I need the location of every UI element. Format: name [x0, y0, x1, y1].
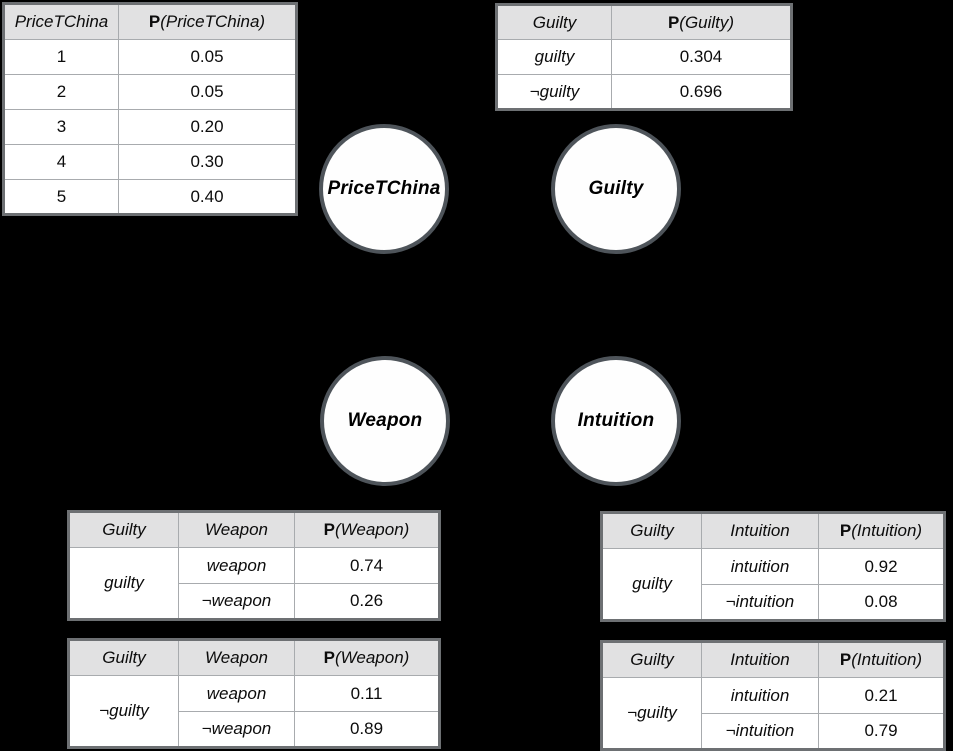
probability-arg: (Guilty) [679, 12, 735, 32]
value-cell: ¬guilty [496, 74, 612, 110]
probability-symbol: P [323, 648, 335, 667]
probability-symbol: P [667, 12, 680, 32]
prob-cell: 0.79 [818, 713, 945, 750]
prob-cell: 0.304 [611, 39, 792, 75]
table-header-cell: P(Guilty) [611, 4, 792, 40]
value-cell: ¬weapon [178, 711, 295, 748]
prob-cell: 0.696 [611, 74, 792, 110]
intuition-cpt-guilty-table: Guilty Intuition P(Intuition) guilty int… [600, 511, 946, 622]
table-row: ¬weapon 0.26 [69, 583, 440, 620]
prob-cell: 0.05 [118, 39, 297, 75]
prob-cell: 0.21 [818, 677, 945, 714]
table-row: ¬weapon 0.89 [69, 711, 440, 748]
condition-cell: guilty [601, 548, 702, 621]
node-intuition: Intuition [551, 356, 681, 486]
weapon-cpt-guilty-table: Guilty Weapon P(Weapon) guilty weapon 0.… [67, 510, 441, 621]
guilty-prior-table: Guilty P(Guilty) guilty 0.304 ¬guilty 0.… [495, 3, 793, 111]
prob-cell: 0.08 [818, 584, 945, 621]
value-cell: 2 [3, 74, 119, 110]
table-header-cell: P(Weapon) [294, 511, 440, 548]
table-header-cell: Weapon [178, 511, 295, 548]
condition-cell: guilty [68, 547, 179, 620]
probability-symbol: P [148, 12, 161, 31]
value-cell: ¬weapon [178, 583, 295, 620]
table-row: guilty weapon 0.74 [68, 547, 440, 620]
probability-arg: (PriceTChina) [160, 12, 266, 31]
value-cell: ¬intuition [701, 584, 819, 621]
value-cell: 1 [3, 39, 119, 75]
probability-symbol: P [323, 520, 335, 539]
probability-arg: (Intuition) [851, 521, 923, 540]
value-cell: intuition [701, 548, 819, 585]
prob-cell: 0.74 [294, 547, 440, 584]
prob-cell: 0.30 [118, 144, 297, 180]
prob-cell: 0.89 [294, 711, 440, 748]
value-cell: ¬intuition [701, 713, 819, 750]
value-cell: 3 [3, 109, 119, 145]
table-row: ¬intuition 0.79 [602, 713, 945, 750]
table-header-cell: P(Intuition) [818, 641, 945, 678]
node-label: Weapon [347, 410, 423, 431]
prob-cell: 0.20 [118, 109, 297, 145]
table-row: ¬intuition 0.08 [602, 584, 945, 621]
table-header-cell: Intuition [701, 641, 819, 678]
table-header-cell: Weapon [178, 639, 295, 676]
table-header-cell: Guilty [601, 512, 702, 549]
node-label: Guilty [588, 178, 644, 199]
node-weapon: Weapon [320, 356, 450, 486]
prob-cell: 0.26 [294, 583, 440, 620]
table-header-cell: P(Weapon) [294, 639, 440, 676]
prob-cell: 0.11 [294, 675, 440, 712]
table-row: ¬guilty intuition 0.21 [601, 677, 945, 750]
price-prior-table: PriceTChina P(PriceTChina) 1 0.05 2 0.05… [2, 2, 298, 216]
condition-cell: ¬guilty [601, 677, 702, 750]
table-row: 5 0.40 [3, 179, 297, 215]
intuition-cpt-not-guilty-table: Guilty Intuition P(Intuition) ¬guilty in… [600, 640, 946, 751]
table-header-cell: Intuition [701, 512, 819, 549]
table-row: 1 0.05 [3, 39, 297, 75]
value-cell: 5 [3, 179, 119, 215]
probability-symbol: P [839, 650, 852, 669]
table-header-cell: Guilty [601, 641, 702, 678]
table-header-cell: P(PriceTChina) [118, 3, 297, 40]
table-row: ¬guilty 0.696 [496, 74, 792, 110]
table-row: ¬guilty weapon 0.11 [68, 675, 440, 748]
table-header-cell: Guilty [68, 511, 179, 548]
prob-cell: 0.05 [118, 74, 297, 110]
table-header-cell: PriceTChina [3, 3, 119, 40]
value-cell: weapon [178, 547, 295, 584]
probability-arg: (Weapon) [335, 648, 410, 667]
prob-cell: 0.40 [118, 179, 297, 215]
weapon-cpt-not-guilty-table: Guilty Weapon P(Weapon) ¬guilty weapon 0… [67, 638, 441, 749]
probability-arg: (Weapon) [335, 520, 410, 539]
probability-arg: (Intuition) [851, 650, 923, 669]
table-row: 3 0.20 [3, 109, 297, 145]
condition-cell: ¬guilty [68, 675, 179, 748]
node-label: Intuition [577, 410, 655, 431]
table-row: 4 0.30 [3, 144, 297, 180]
prob-cell: 0.92 [818, 548, 945, 585]
table-row: 2 0.05 [3, 74, 297, 110]
table-header-cell: Guilty [496, 4, 612, 40]
value-cell: 4 [3, 144, 119, 180]
node-label: PriceTChina [327, 178, 441, 199]
value-cell: intuition [701, 677, 819, 714]
value-cell: guilty [496, 39, 612, 75]
probability-symbol: P [839, 521, 852, 540]
table-row: guilty intuition 0.92 [601, 548, 945, 621]
table-header-cell: P(Intuition) [818, 512, 945, 549]
value-cell: weapon [178, 675, 295, 712]
node-guilty: Guilty [551, 124, 681, 254]
node-pricetchina: PriceTChina [319, 124, 449, 254]
table-header-cell: Guilty [68, 639, 179, 676]
table-row: guilty 0.304 [496, 39, 792, 75]
